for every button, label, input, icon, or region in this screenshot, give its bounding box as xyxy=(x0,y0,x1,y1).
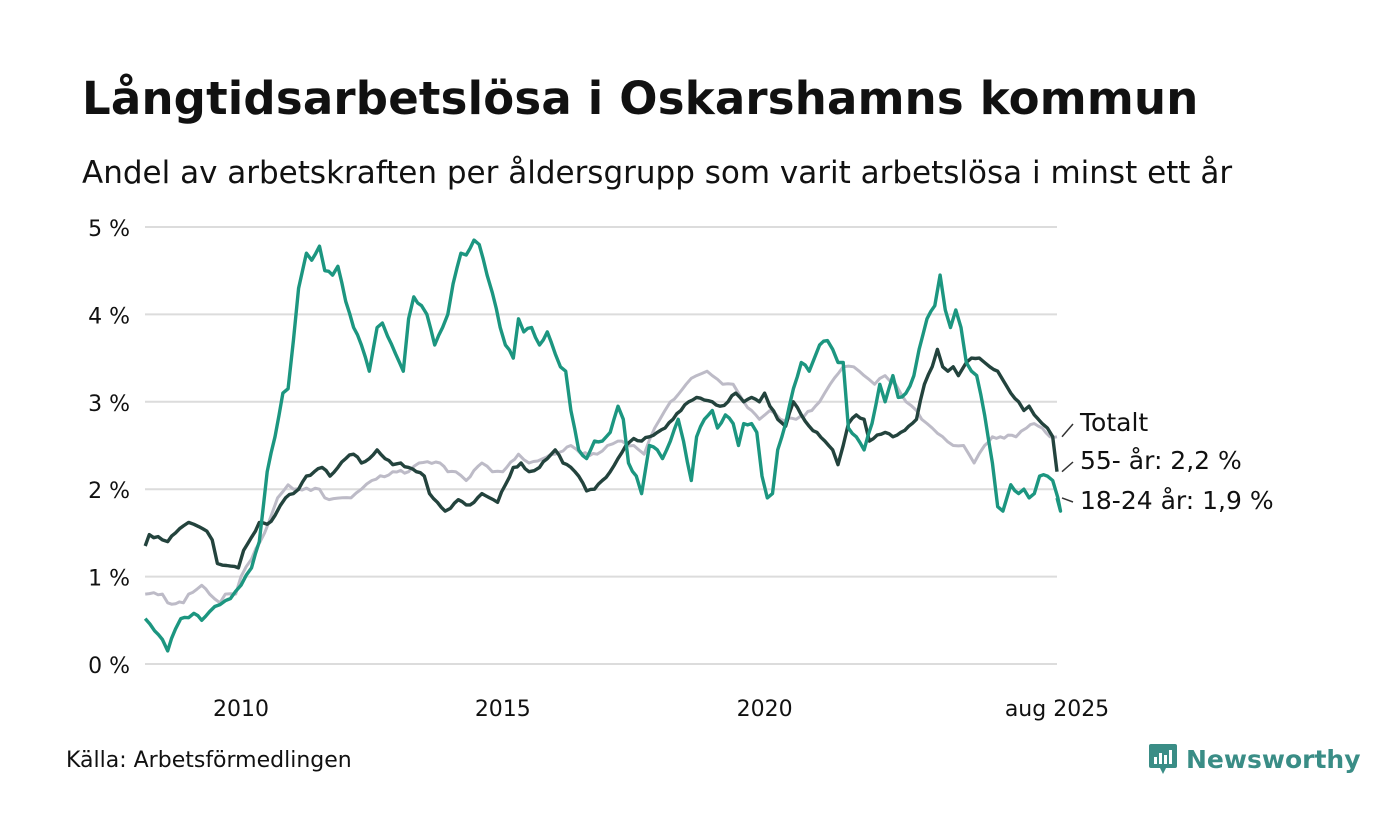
y-tick-label: 1 % xyxy=(88,567,130,592)
series-label: 18-24 år: 1,9 % xyxy=(1080,486,1274,515)
label-leader-line xyxy=(1061,423,1074,438)
gridlines xyxy=(145,226,1057,665)
newsworthy-logo-icon xyxy=(1149,744,1177,774)
series-label: Totalt xyxy=(1079,408,1148,437)
x-axis-ticks: 2010 2015 2020 aug 2025 xyxy=(213,697,1109,722)
label-leader-line xyxy=(1061,461,1074,473)
x-tick-label: 2015 xyxy=(475,697,531,722)
chart-subtitle: Andel av arbetskraften per åldersgrupp s… xyxy=(82,155,1233,191)
x-tick-label: 2010 xyxy=(213,697,269,722)
series-line-18-24-ar xyxy=(143,238,1063,653)
series-labels: Totalt 55- år: 2,2 % 18-24 år: 1,9 % xyxy=(1061,408,1274,515)
label-leader-line xyxy=(1061,497,1074,503)
series-label: 55- år: 2,2 % xyxy=(1080,446,1242,475)
source-note: Källa: Arbetsförmedlingen xyxy=(66,748,352,773)
y-axis-ticks: 0 % 1 % 2 % 3 % 4 % 5 % xyxy=(88,217,130,679)
brand-logo: Newsworthy xyxy=(1148,742,1361,776)
y-tick-label: 5 % xyxy=(88,217,130,242)
y-tick-label: 2 % xyxy=(88,479,130,504)
series-line-55-ar xyxy=(143,347,1059,570)
y-tick-label: 4 % xyxy=(88,304,130,329)
x-tick-label: aug 2025 xyxy=(1005,697,1109,722)
series-lines xyxy=(143,238,1063,653)
brand-name: Newsworthy xyxy=(1186,744,1361,774)
y-tick-label: 0 % xyxy=(88,654,130,679)
chart-title: Långtidsarbetslösa i Oskarshamns kommun xyxy=(82,72,1199,125)
y-tick-label: 3 % xyxy=(88,392,130,417)
x-tick-label: 2020 xyxy=(737,697,793,722)
